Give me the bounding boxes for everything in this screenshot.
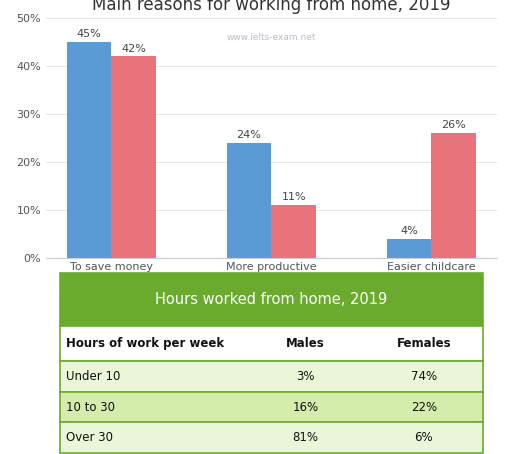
Text: 81%: 81% bbox=[292, 431, 318, 444]
Text: 10 to 30: 10 to 30 bbox=[67, 400, 115, 414]
Text: 24%: 24% bbox=[237, 130, 262, 140]
Bar bbox=[431, 133, 476, 258]
Bar bbox=[59, 273, 483, 326]
Bar bbox=[59, 392, 483, 423]
Bar bbox=[226, 143, 271, 258]
Text: Females: Females bbox=[396, 337, 451, 350]
Text: 11%: 11% bbox=[282, 192, 306, 202]
Legend: Males, Females: Males, Females bbox=[215, 314, 328, 324]
Text: 16%: 16% bbox=[292, 400, 318, 414]
Text: 22%: 22% bbox=[411, 400, 437, 414]
Text: 3%: 3% bbox=[296, 370, 314, 383]
Title: Main reasons for working from home, 2019: Main reasons for working from home, 2019 bbox=[92, 0, 451, 14]
Text: 26%: 26% bbox=[441, 120, 466, 130]
Text: 6%: 6% bbox=[415, 431, 433, 444]
Text: 42%: 42% bbox=[121, 44, 146, 54]
Bar bbox=[67, 42, 112, 258]
Text: 74%: 74% bbox=[411, 370, 437, 383]
Text: Males: Males bbox=[286, 337, 325, 350]
Bar bbox=[112, 56, 156, 258]
Bar bbox=[59, 326, 483, 361]
Text: www.ielts-exam.net: www.ielts-exam.net bbox=[227, 33, 316, 42]
Text: 4%: 4% bbox=[400, 226, 418, 236]
Text: Under 10: Under 10 bbox=[67, 370, 121, 383]
Bar bbox=[59, 361, 483, 392]
Bar bbox=[387, 239, 431, 258]
Bar bbox=[59, 423, 483, 454]
Text: 45%: 45% bbox=[77, 29, 101, 39]
Text: Hours of work per week: Hours of work per week bbox=[67, 337, 224, 350]
Bar bbox=[271, 205, 316, 258]
Text: Over 30: Over 30 bbox=[67, 431, 113, 444]
Text: Hours worked from home, 2019: Hours worked from home, 2019 bbox=[155, 292, 388, 307]
